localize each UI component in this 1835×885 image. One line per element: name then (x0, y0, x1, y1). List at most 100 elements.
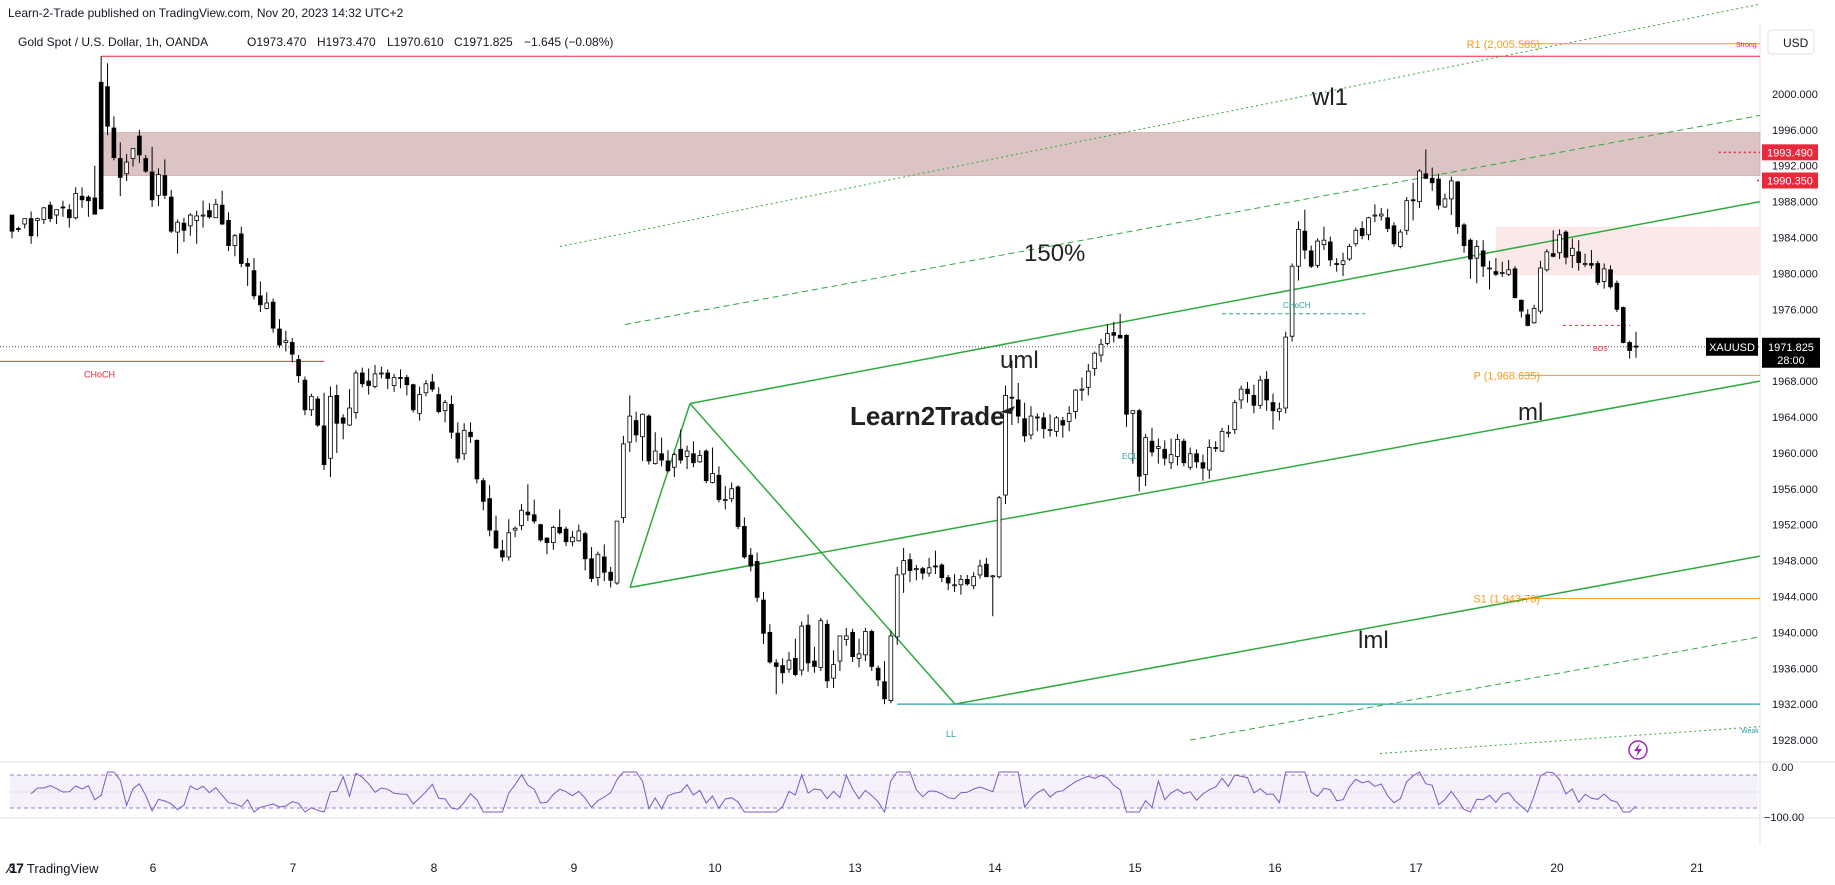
candle-body (86, 196, 91, 202)
tradingview-label: TradingView (26, 860, 99, 876)
candle-body (1270, 402, 1276, 412)
candle-body (1378, 213, 1384, 217)
y-tick-label: 1948.000 (1772, 556, 1818, 568)
candle-body (1047, 429, 1053, 431)
candle-body (1557, 234, 1562, 254)
lightning-icon[interactable] (1628, 740, 1648, 760)
ohlc-high: H1973.470 (317, 35, 376, 49)
candle-body (1162, 448, 1168, 459)
candle-body (188, 214, 193, 227)
candle-body (1289, 265, 1295, 337)
candle-body (251, 270, 257, 297)
candle-body (1073, 389, 1078, 412)
candle-body (1353, 229, 1359, 245)
candle-body (525, 511, 531, 516)
candle-body (1512, 268, 1518, 299)
candle-body (28, 218, 34, 237)
candle-body (563, 528, 569, 543)
candle-body (1474, 246, 1480, 259)
y-tick-label: 2000.000 (1772, 89, 1818, 101)
candle-body (1226, 431, 1231, 434)
candle-body (633, 420, 639, 436)
candle-body (506, 532, 512, 558)
candle-body (232, 235, 238, 246)
currency-selector[interactable] (1767, 29, 1815, 55)
candle-body (971, 576, 976, 587)
candle-body (614, 520, 620, 584)
lower-warning-line-2 (1379, 726, 1761, 755)
candle-body (328, 395, 333, 459)
candle-body (831, 664, 836, 679)
candle-body (1595, 263, 1601, 283)
candle-body (1449, 180, 1454, 200)
candle-body (818, 620, 824, 668)
candle-body (1544, 251, 1550, 271)
candle-body (1251, 395, 1257, 406)
pitchfork-base (629, 403, 691, 588)
candle-body (353, 372, 359, 413)
candle-body (1181, 440, 1187, 464)
candle-body (1366, 217, 1371, 236)
candle-body (347, 407, 352, 426)
tradingview-footer[interactable]: ⁄‍17 TradingView (8, 860, 98, 876)
candle-body (1296, 229, 1301, 267)
candle-body (1264, 378, 1269, 401)
candle-body (684, 450, 690, 457)
candle-body (722, 499, 728, 501)
candle-body (1041, 417, 1047, 430)
candle-body (1372, 214, 1378, 217)
candle-body (417, 394, 422, 414)
candle-body (175, 221, 180, 233)
candle-body (410, 384, 416, 411)
candle-body (1206, 447, 1212, 471)
rsi-tick-top: 0.00 (1772, 762, 1793, 774)
symbol-badge-text: XAUUSD (1709, 342, 1755, 354)
candle-body (264, 302, 270, 309)
choch-left-label: CHoCH (84, 369, 115, 379)
candle-body (1232, 402, 1238, 430)
candle-body (659, 453, 664, 461)
candle-body (984, 563, 989, 578)
candle-body (1187, 453, 1193, 468)
candle-body (595, 553, 601, 579)
candle-body (1079, 388, 1085, 391)
candle-body (1060, 420, 1066, 426)
candle-body (1200, 462, 1206, 469)
candle-body (1576, 251, 1581, 264)
candle-body (646, 415, 652, 462)
currency-label: USD (1783, 36, 1809, 50)
lower-warning-line (1189, 636, 1761, 741)
pivot-label-S1: S1 (1,943.78) (1473, 593, 1540, 605)
pitchfork-handle (689, 403, 956, 705)
candle-body (1582, 263, 1588, 265)
candle-body (863, 631, 868, 656)
candle-body (1531, 307, 1537, 324)
x-tick-label: 13 (848, 861, 862, 875)
candle-body (60, 206, 66, 209)
current-price-badge (1762, 337, 1820, 368)
candle-body (487, 498, 492, 531)
candle-body (958, 579, 964, 586)
y-tick-label: 1992.000 (1772, 161, 1818, 173)
candle-body (1410, 199, 1416, 202)
candle-body (901, 560, 906, 575)
candle-body (194, 215, 199, 221)
candle-body (1035, 416, 1040, 419)
candle-body (1347, 246, 1352, 260)
symbol-badge (1706, 337, 1758, 356)
candle-body (1085, 370, 1091, 388)
candle-body (226, 220, 231, 246)
wl1-label: wl1 (1311, 84, 1348, 111)
y-tick-label: 1956.000 (1772, 484, 1818, 496)
candle-body (1461, 224, 1467, 246)
candle-body (35, 218, 40, 221)
candle-body (640, 413, 645, 438)
candle-body (1359, 228, 1365, 237)
candle-body (1480, 250, 1486, 267)
candle-body (130, 148, 136, 159)
x-tick-label: 20 (1550, 861, 1564, 875)
candle-body (1499, 272, 1505, 274)
candle-body (1627, 342, 1632, 351)
upper-median-line (689, 200, 1761, 405)
